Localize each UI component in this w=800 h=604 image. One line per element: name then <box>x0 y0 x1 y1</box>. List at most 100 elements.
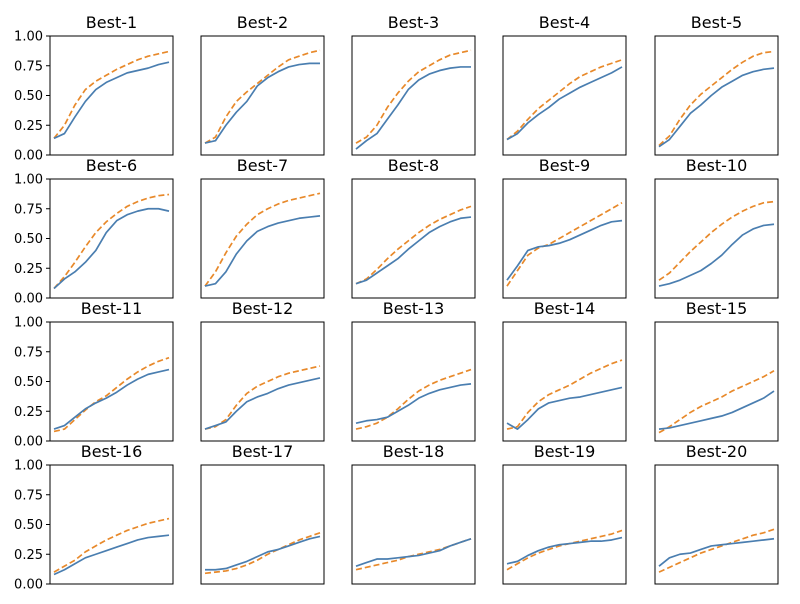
solid-series-line <box>53 61 170 140</box>
dashed-series-line <box>506 359 623 430</box>
panel-8: Best-8 <box>351 156 476 299</box>
dashed-series-line <box>506 58 623 141</box>
solid-series-line <box>355 383 472 424</box>
y-tick-label: 0.00 <box>14 292 43 307</box>
panel-title: Best-20 <box>686 442 748 461</box>
panel-14: Best-14 <box>502 299 627 442</box>
solid-series-line <box>658 537 775 567</box>
y-tick-label: 0.00 <box>14 435 43 450</box>
solid-series-line <box>355 216 472 285</box>
panel-title: Best-1 <box>86 13 137 32</box>
solid-series-line <box>204 215 321 287</box>
solid-series-line <box>204 377 321 430</box>
panel-title: Best-7 <box>237 156 288 175</box>
panel-title: Best-4 <box>539 13 590 32</box>
y-tick-label: 0.25 <box>14 119 43 134</box>
solid-series-line <box>205 535 321 571</box>
panel-frame <box>502 321 627 442</box>
panel-title: Best-10 <box>686 156 748 175</box>
y-tick-label: 0.50 <box>14 518 43 533</box>
solid-series-line <box>204 62 320 144</box>
y-tick-label: 0.75 <box>14 59 43 74</box>
panel-frame <box>351 464 476 585</box>
panel-frame <box>49 464 174 585</box>
y-tick-label: 0.25 <box>14 262 43 277</box>
y-tick-label: 0.75 <box>14 202 43 217</box>
panel-20: Best-20 <box>654 442 779 585</box>
dashed-series-line <box>658 50 775 147</box>
dashed-series-line <box>204 532 321 575</box>
panel-17: Best-17 <box>200 442 325 585</box>
dashed-series-line <box>658 370 775 434</box>
panel-title: Best-18 <box>383 442 445 461</box>
panel-5: Best-5 <box>654 13 779 156</box>
panel-11: Best-11 0.00 0.25 0.50 0.75 1.00 <box>14 299 174 450</box>
panel-9: Best-9 <box>502 156 627 299</box>
panel-title: Best-6 <box>86 156 137 175</box>
y-tick-label: 0.50 <box>14 89 43 104</box>
panel-frame <box>351 178 476 299</box>
solid-series-line <box>658 223 775 287</box>
panel-6: Best-6 0.00 0.25 0.50 0.75 1.00 <box>14 156 174 307</box>
panel-16: Best-16 0.00 0.25 0.50 0.75 1.00 <box>14 442 174 593</box>
solid-series-line <box>658 390 775 430</box>
y-tick-label: 0.75 <box>14 345 43 360</box>
y-tick-label: 0.00 <box>14 149 43 164</box>
solid-series-line <box>658 67 775 148</box>
dashed-series-line <box>506 529 623 571</box>
dashed-series-line <box>658 528 775 573</box>
panel-title: Best-17 <box>232 442 294 461</box>
solid-series-line <box>506 66 623 141</box>
dashed-series-line <box>658 200 775 281</box>
panel-19: Best-19 <box>502 442 627 585</box>
y-tick-label: 0.25 <box>14 548 43 563</box>
dashed-series-line <box>53 356 170 433</box>
dashed-series-line <box>506 202 623 287</box>
panel-frame <box>654 178 779 299</box>
y-tick-label: 0.50 <box>14 232 43 247</box>
panel-18: Best-18 <box>351 442 476 585</box>
panel-frame <box>502 464 627 585</box>
dashed-series-line <box>204 192 321 287</box>
panel-frame <box>200 464 325 585</box>
dashed-series-line <box>204 365 321 430</box>
panel-frame <box>351 35 476 156</box>
panel-7: Best-7 <box>200 156 325 299</box>
panel-frame <box>49 35 174 156</box>
panel-frame <box>200 178 325 299</box>
dashed-series-line <box>53 193 170 290</box>
y-tick-label: 0.25 <box>14 405 43 420</box>
y-tick-label: 0.75 <box>14 488 43 503</box>
panel-title: Best-12 <box>232 299 294 318</box>
panel-12: Best-12 <box>200 299 325 442</box>
panel-title: Best-5 <box>691 13 742 32</box>
panel-13: Best-13 <box>351 299 476 442</box>
solid-series-line <box>53 207 170 290</box>
dashed-series-line <box>355 205 472 285</box>
panel-title: Best-3 <box>388 13 439 32</box>
panel-title: Best-14 <box>534 299 596 318</box>
panel-frame <box>654 464 779 585</box>
solid-series-line <box>53 368 170 430</box>
y-tick-label: 1.00 <box>14 316 43 331</box>
panel-15: Best-15 <box>654 299 779 442</box>
y-tick-label: 0.50 <box>14 375 43 390</box>
panel-title: Best-13 <box>383 299 445 318</box>
panel-3: Best-3 <box>351 13 476 156</box>
solid-series-line <box>506 536 623 565</box>
panel-frame <box>654 321 779 442</box>
y-tick-label: 1.00 <box>14 173 43 188</box>
panel-title: Best-16 <box>81 442 143 461</box>
y-tick-label: 1.00 <box>14 30 43 45</box>
dashed-series-line <box>53 517 170 573</box>
dashed-series-line <box>355 368 472 430</box>
solid-series-line <box>506 219 623 281</box>
panel-title: Best-2 <box>237 13 288 32</box>
panel-title: Best-9 <box>539 156 590 175</box>
dashed-series-line <box>355 49 472 144</box>
panel-frame <box>502 178 627 299</box>
panel-frame <box>351 321 476 442</box>
panel-title: Best-11 <box>81 299 143 318</box>
panel-title: Best-8 <box>388 156 439 175</box>
